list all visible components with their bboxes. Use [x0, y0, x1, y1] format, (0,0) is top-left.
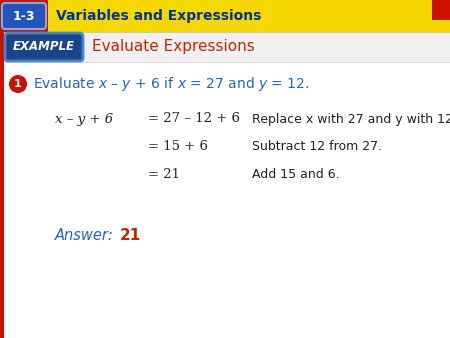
Text: 1-3: 1-3 — [13, 9, 35, 23]
Text: = 27 – 12 + 6: = 27 – 12 + 6 — [148, 113, 240, 125]
Circle shape — [9, 75, 27, 93]
Text: Variables and Expressions: Variables and Expressions — [56, 9, 261, 23]
Text: Replace x with 27 and y with 12.: Replace x with 27 and y with 12. — [252, 113, 450, 125]
Bar — [0, 32, 4, 338]
Text: Add 15 and 6.: Add 15 and 6. — [252, 169, 340, 182]
Text: x – y + 6: x – y + 6 — [55, 113, 113, 125]
Bar — [0, 32, 450, 62]
Text: Answer:: Answer: — [55, 227, 114, 242]
Text: Evaluate Expressions: Evaluate Expressions — [92, 40, 255, 54]
Text: 21: 21 — [120, 227, 141, 242]
Text: 1: 1 — [14, 79, 22, 89]
Text: = 21: = 21 — [148, 169, 180, 182]
FancyBboxPatch shape — [2, 3, 46, 29]
Bar — [48, 0, 450, 32]
FancyBboxPatch shape — [5, 33, 83, 61]
Text: Evaluate $x$ – $y$ + 6 if $x$ = 27 and $y$ = 12.: Evaluate $x$ – $y$ + 6 if $x$ = 27 and $… — [33, 75, 310, 93]
Text: EXAMPLE: EXAMPLE — [13, 41, 75, 53]
Text: Subtract 12 from 27.: Subtract 12 from 27. — [252, 141, 382, 153]
Bar — [432, 0, 450, 20]
Bar — [0, 0, 48, 32]
Text: = 15 + 6: = 15 + 6 — [148, 141, 208, 153]
